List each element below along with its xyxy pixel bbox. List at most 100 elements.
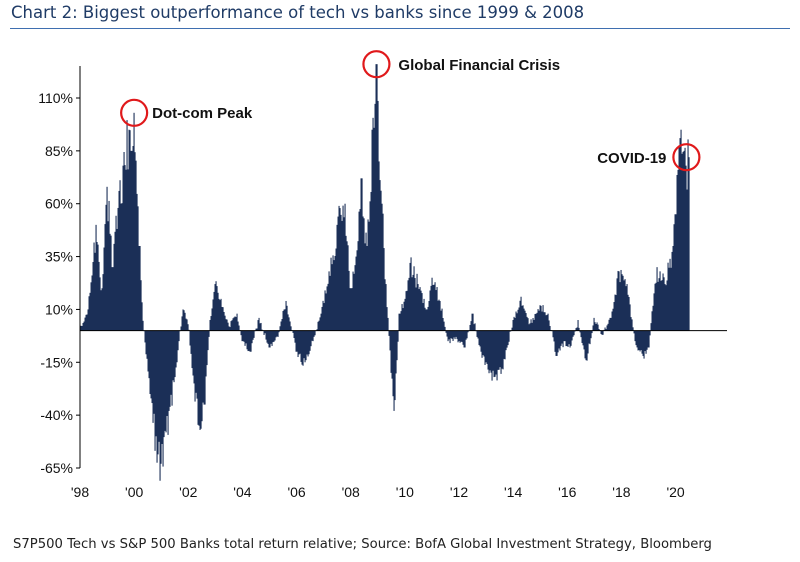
data-bar xyxy=(158,330,160,442)
data-bar xyxy=(450,330,452,339)
data-bar xyxy=(330,257,332,331)
data-bar xyxy=(153,330,155,414)
data-bar xyxy=(157,330,159,455)
data-bar xyxy=(338,205,340,331)
x-tick-label: '06 xyxy=(287,484,305,500)
data-bar xyxy=(306,330,308,355)
data-bar xyxy=(443,321,445,331)
data-bar xyxy=(247,330,249,352)
data-bar xyxy=(241,330,243,342)
data-bar xyxy=(399,313,401,331)
data-bar xyxy=(560,330,562,346)
data-bar xyxy=(682,151,684,331)
data-bar xyxy=(556,330,558,356)
data-bar xyxy=(564,330,566,342)
data-bar xyxy=(252,330,254,340)
data-bar xyxy=(148,330,150,379)
data-bar xyxy=(451,330,453,339)
data-bar xyxy=(571,330,573,341)
data-bar xyxy=(322,300,324,331)
data-bar xyxy=(389,330,391,351)
data-bar xyxy=(270,330,272,344)
data-bar xyxy=(236,313,238,331)
data-bar xyxy=(269,330,271,348)
data-bar xyxy=(534,314,536,331)
data-bar xyxy=(85,314,87,331)
data-bar xyxy=(105,204,107,331)
data-bar xyxy=(320,313,322,331)
data-bar xyxy=(659,271,661,331)
data-bar xyxy=(649,330,651,336)
data-bar xyxy=(506,330,508,348)
data-bar xyxy=(100,290,102,331)
data-bar xyxy=(527,318,529,331)
data-bar xyxy=(671,251,673,331)
data-bar xyxy=(608,319,610,331)
data-bar xyxy=(175,330,177,368)
data-bar xyxy=(662,273,664,331)
data-bar xyxy=(655,282,657,331)
data-bar xyxy=(621,274,623,331)
data-bar xyxy=(256,328,258,331)
data-bar xyxy=(305,330,307,361)
data-bar xyxy=(670,267,672,331)
data-bar xyxy=(382,213,384,331)
data-bar xyxy=(407,280,409,331)
data-bar xyxy=(440,310,442,331)
data-bar xyxy=(392,330,394,397)
data-bar xyxy=(244,330,246,346)
data-bar xyxy=(587,330,589,354)
data-bar xyxy=(640,330,642,351)
data-bar xyxy=(120,203,122,331)
data-bar xyxy=(135,160,137,331)
data-bar xyxy=(610,317,612,331)
data-bar xyxy=(331,264,333,331)
x-tick-label: '14 xyxy=(504,484,522,500)
data-bar xyxy=(614,294,616,331)
data-bar xyxy=(377,100,379,331)
data-bar xyxy=(431,277,433,331)
data-bar xyxy=(616,278,618,331)
data-bar xyxy=(523,308,525,331)
data-bar xyxy=(221,306,223,331)
data-bar xyxy=(459,330,461,343)
data-bar xyxy=(419,287,421,331)
data-bar xyxy=(381,203,383,331)
data-bar xyxy=(144,330,146,343)
data-bar xyxy=(635,330,637,346)
annotation-label: Dot-com Peak xyxy=(152,105,253,122)
data-bar xyxy=(128,129,130,331)
data-bar xyxy=(460,330,462,342)
annotation-circle xyxy=(672,143,701,172)
data-bar xyxy=(292,330,294,333)
data-bar xyxy=(327,283,329,331)
data-bar xyxy=(207,330,209,351)
data-bar xyxy=(508,330,510,342)
data-bar xyxy=(198,330,200,426)
data-bar xyxy=(129,130,131,331)
axes-layer: 110% 85% 60% 35% 10% -15% -40% -65% '98 '00 '02 '04… xyxy=(38,66,727,500)
data-bar xyxy=(434,282,436,331)
data-bar xyxy=(319,317,321,331)
data-bar xyxy=(679,138,681,331)
data-bar xyxy=(359,209,361,331)
data-bar xyxy=(563,330,565,342)
data-bar xyxy=(172,330,174,381)
data-bar xyxy=(536,312,538,331)
data-bar xyxy=(337,216,339,331)
data-bar xyxy=(272,330,274,343)
data-bar xyxy=(653,293,655,331)
data-bar xyxy=(235,317,237,331)
data-bar xyxy=(557,330,559,353)
data-bar xyxy=(162,330,164,467)
data-bar xyxy=(522,305,524,331)
data-bar xyxy=(598,328,600,331)
data-bar xyxy=(609,317,611,331)
data-bar xyxy=(293,330,295,339)
data-bar xyxy=(490,330,492,373)
data-bar xyxy=(646,330,648,350)
data-bar xyxy=(630,317,632,331)
data-bar xyxy=(631,319,633,331)
data-bar xyxy=(462,330,464,345)
data-bar xyxy=(592,325,594,331)
